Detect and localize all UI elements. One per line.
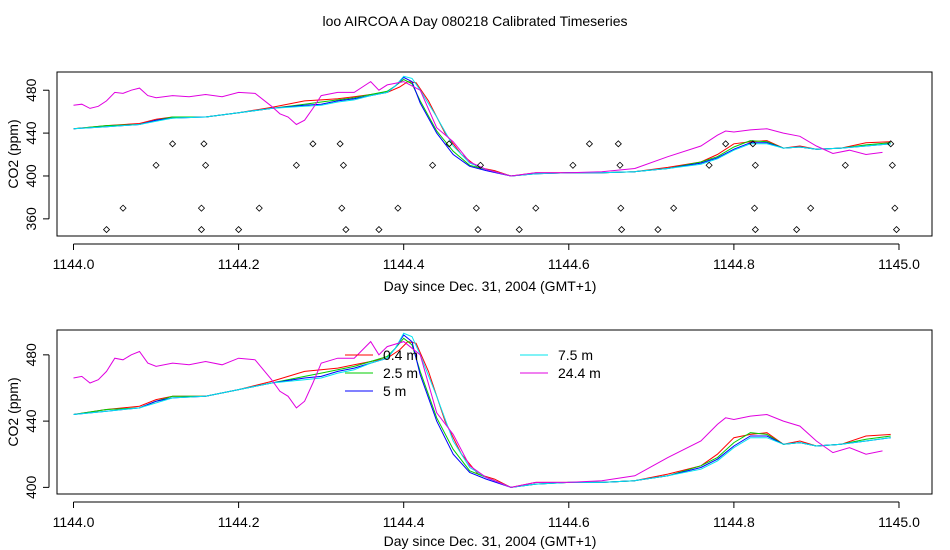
diamond-marker — [891, 204, 899, 212]
diamond-marker — [888, 161, 896, 169]
diamond-marker — [152, 161, 160, 169]
top-plot-frame — [56, 71, 933, 237]
diamond-marker — [342, 226, 350, 234]
y-tick-label: 480 — [23, 343, 39, 367]
x-tick-label: 1144.8 — [713, 256, 755, 272]
diamond-marker — [292, 161, 300, 169]
diamond-marker — [585, 140, 593, 148]
x-tick-label: 1145.0 — [878, 256, 920, 272]
figure-title: loo AIRCOA A Day 080218 Calibrated Times… — [322, 13, 627, 29]
diamond-marker — [749, 140, 757, 148]
top-x-axis: 1144.0 1144.2 1144.4 1144.6 1144.8 1145.0 — [53, 243, 920, 272]
diamond-marker — [472, 204, 480, 212]
diamond-marker — [197, 204, 206, 212]
panel-bottom: 1144.0 1144.2 1144.4 1144.6 1144.8 1145.0 400… — [5, 329, 933, 549]
y-tick-label: 360 — [23, 207, 39, 231]
top-markers — [102, 140, 901, 234]
diamond-marker — [339, 161, 348, 169]
x-tick-label: 1144.8 — [713, 514, 755, 530]
series-line-7-5-m — [73, 332, 891, 488]
diamond-marker — [722, 140, 730, 148]
series-line-24-4-m — [73, 340, 883, 488]
legend-label: 2.5 m — [383, 365, 418, 381]
diamond-marker — [200, 140, 208, 148]
y-tick-label: 400 — [23, 475, 39, 499]
bottom-legend: 0.4 m 2.5 m 5 m 7.5 m 24.4 m — [345, 347, 601, 399]
diamond-marker — [169, 140, 177, 148]
diamond-marker — [336, 140, 344, 148]
diamond-marker — [375, 226, 383, 234]
x-tick-label: 1144.4 — [383, 256, 425, 272]
diamond-marker — [569, 161, 577, 169]
series-line-2-5-m — [73, 78, 891, 177]
y-tick-label: 440 — [23, 409, 39, 433]
diamond-marker — [394, 204, 402, 212]
x-tick-label: 1144.4 — [383, 514, 425, 530]
diamond-marker — [476, 161, 485, 169]
top-y-axis-label: CO2 (ppm) — [5, 119, 21, 188]
legend-label: 24.4 m — [558, 365, 601, 381]
bottom-y-axis-label: CO2 (ppm) — [5, 377, 21, 446]
series-line-7-5-m — [73, 75, 891, 177]
diamond-marker — [892, 226, 901, 234]
diamond-marker — [670, 204, 678, 212]
bottom-series-lines — [73, 332, 891, 488]
top-x-axis-label: Day since Dec. 31, 2004 (GMT+1) — [384, 278, 597, 294]
y-tick-label: 480 — [23, 78, 39, 102]
panel-top: 1144.0 1144.2 1144.4 1144.6 1144.8 1145.0 360… — [5, 71, 933, 294]
diamond-marker — [235, 226, 243, 234]
diamond-marker — [102, 226, 111, 234]
x-tick-label: 1144.6 — [548, 256, 590, 272]
diamond-marker — [616, 161, 624, 169]
diamond-marker — [807, 204, 815, 212]
series-line-5-m — [73, 76, 891, 177]
top-y-axis: 360 400 440 480 — [23, 78, 50, 231]
diamond-marker — [751, 161, 759, 169]
y-tick-label: 440 — [23, 121, 39, 145]
diamond-marker — [654, 226, 662, 234]
series-line-2-5-m — [73, 337, 891, 488]
x-tick-label: 1145.0 — [878, 514, 920, 530]
x-tick-label: 1144.2 — [218, 514, 260, 530]
diamond-marker — [197, 226, 206, 234]
x-tick-label: 1144.0 — [53, 514, 95, 530]
diamond-marker — [202, 161, 210, 169]
diamond-marker — [841, 161, 849, 169]
bottom-plot-frame — [56, 329, 933, 495]
diamond-marker — [618, 226, 626, 234]
series-line-24-4-m — [73, 80, 883, 177]
diamond-marker — [429, 161, 437, 169]
diamond-marker — [119, 204, 127, 212]
bottom-y-axis: 400 440 480 — [23, 343, 50, 499]
diamond-marker — [532, 204, 540, 212]
diamond-marker — [309, 140, 317, 148]
diamond-marker — [617, 204, 625, 212]
diamond-marker — [338, 204, 346, 212]
diamond-marker — [793, 226, 801, 234]
legend-label: 5 m — [383, 383, 406, 399]
diamond-marker — [751, 226, 759, 234]
diamond-marker — [474, 226, 482, 234]
diamond-marker — [705, 161, 713, 169]
x-tick-label: 1144.6 — [548, 514, 590, 530]
diamond-marker — [750, 204, 759, 212]
legend-label: 0.4 m — [383, 347, 418, 363]
top-series-lines — [73, 75, 891, 177]
y-tick-label: 400 — [23, 164, 39, 188]
diamond-marker — [887, 140, 895, 148]
diamond-marker — [255, 204, 263, 212]
series-line-5-m — [73, 334, 891, 488]
x-tick-label: 1144.2 — [218, 256, 260, 272]
legend-label: 7.5 m — [558, 347, 593, 363]
diamond-marker — [515, 226, 523, 234]
bottom-x-axis: 1144.0 1144.2 1144.4 1144.6 1144.8 1145.0 — [53, 501, 920, 530]
bottom-x-axis-label: Day since Dec. 31, 2004 (GMT+1) — [384, 533, 597, 549]
diamond-marker — [445, 140, 453, 148]
x-tick-label: 1144.0 — [53, 256, 95, 272]
diamond-marker — [614, 140, 622, 148]
